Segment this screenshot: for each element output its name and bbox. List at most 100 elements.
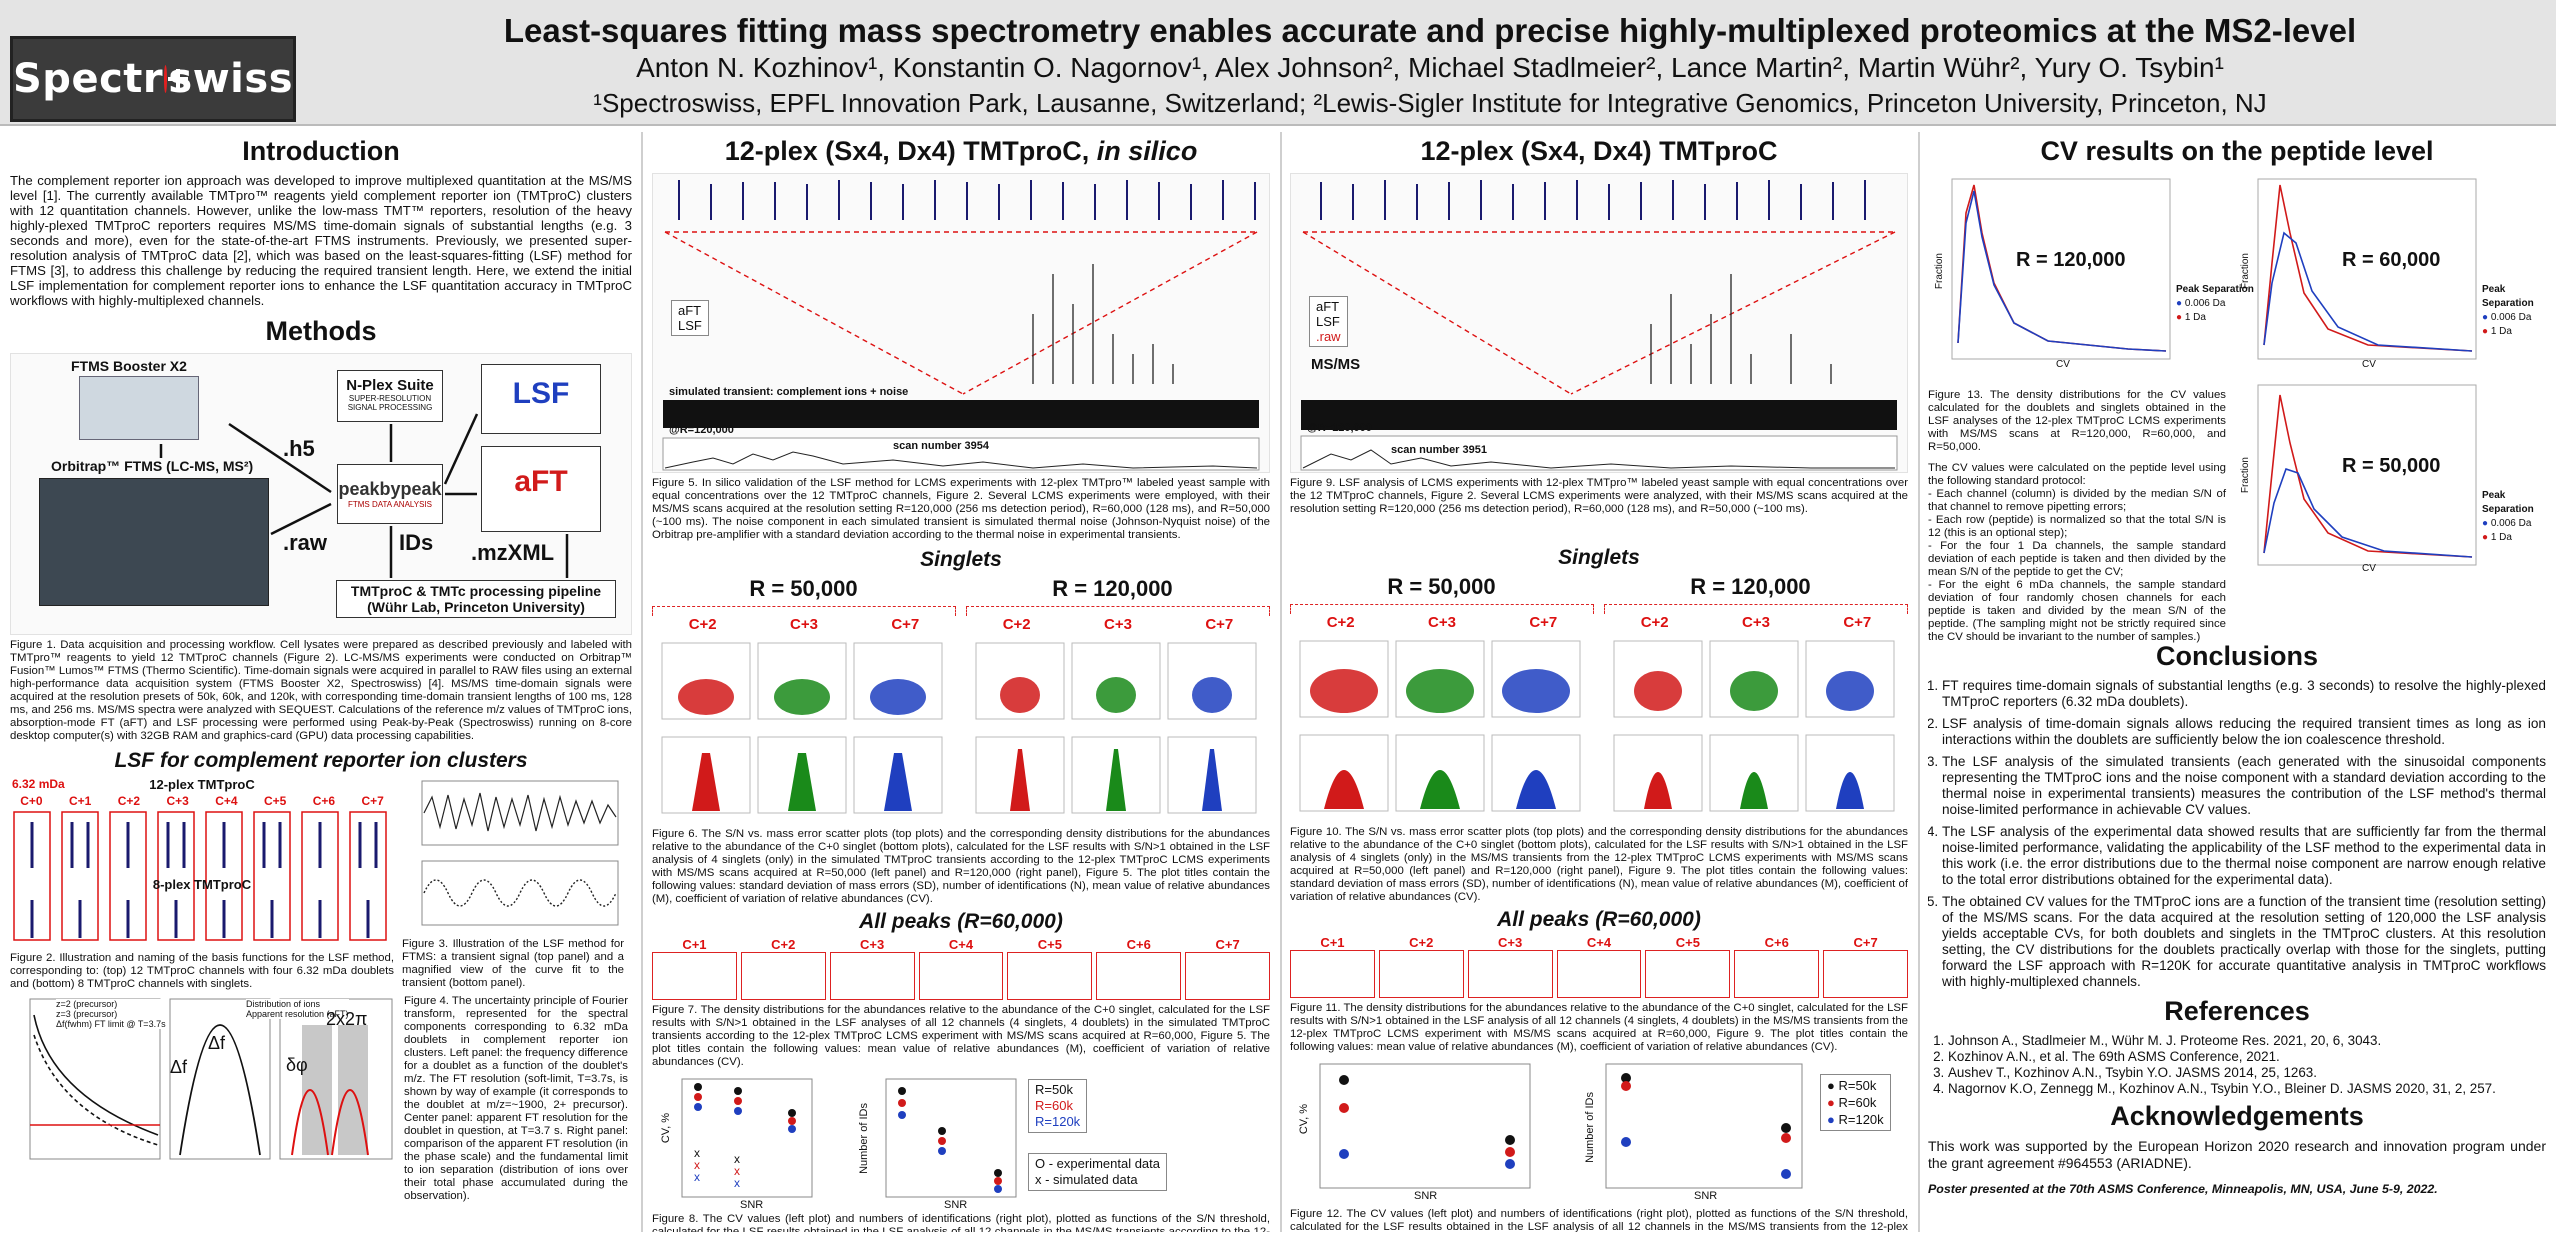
legend-dot: ●: [2482, 312, 2489, 323]
all-peaks-panel: C+5: [1007, 937, 1093, 1000]
fig8-xlabel-left: SNR: [740, 1199, 764, 1211]
fig8-ylabel-left: CV, %: [660, 1113, 672, 1144]
channel-label: C+0: [20, 794, 43, 808]
protocol-item: - For the four 1 Da channels, the sample…: [1928, 540, 2226, 578]
bracket-right: [1604, 604, 1908, 614]
all-peaks-panel: C+1: [1290, 935, 1375, 998]
workflow-arrows: [159, 413, 569, 578]
all-peaks-panel: C+7: [1185, 937, 1270, 1000]
mda-label: 6.32 mDa: [12, 777, 65, 791]
poster-title: Least-squares fitting mass spectrometry …: [503, 12, 2357, 49]
legend-item-lsf: LSF: [678, 318, 702, 333]
all-peaks-panel: C+3: [1467, 935, 1553, 998]
scan-label: scan number 3951: [1391, 444, 1487, 456]
singlets-scatter-density-right: [975, 642, 1257, 814]
delta-fwhm-label: Δf: [170, 1057, 188, 1077]
transient-label: simulated transient: complement ions + n…: [669, 386, 909, 398]
all-peaks-panel: C+4: [1556, 935, 1642, 998]
column-in-silico: 12-plex (Sx4, Dx4) TMTproC, in silico: [652, 132, 1270, 1232]
legend-item: ● 0.006 Da: [2482, 311, 2546, 325]
singlets-panel-right: C+2 C+3 C+7: [966, 606, 1270, 828]
peakbypeak-box: peakbypeak FTMS DATA ANALYSIS: [337, 464, 443, 524]
references-list: Johnson A., Stadlmeier M., Wühr M. J. Pr…: [1928, 1033, 2546, 1097]
legend-dot: ●: [1827, 1112, 1835, 1127]
all-peaks-panel: C+6: [1096, 937, 1182, 1000]
lsf-stack: LSF: [481, 364, 601, 434]
fig12-xlabel-right: SNR: [1694, 1190, 1718, 1202]
column-divider: [1280, 132, 1282, 1232]
orbitrap-photo: [39, 478, 269, 606]
figure12-caption: Figure 12. The CV values (left plot) and…: [1290, 1208, 1908, 1232]
figure10-caption: Figure 10. The S/N vs. mass error scatte…: [1290, 826, 1908, 903]
channel-label: C+7: [1853, 935, 1878, 950]
scan-label: scan number 3954: [893, 440, 989, 452]
cv-results-heading: CV results on the peptide level: [2040, 136, 2434, 166]
reference-item: Aushev T., Kozhinov A.N., Tsybin Y.O. JA…: [1948, 1065, 2546, 1081]
resolution-right: R = 120,000: [1690, 574, 1811, 599]
legend-item: ● 1 Da: [2482, 531, 2546, 545]
resolution-label: @R=120,000: [1307, 422, 1372, 434]
legend-dot: ●: [2176, 312, 2183, 323]
reference-item: Kozhinov A.N., et al. The 69th ASMS Conf…: [1948, 1049, 2546, 1065]
reference-item: Johnson A., Stadlmeier M., Wühr M. J. Pr…: [1948, 1033, 2546, 1049]
cv-ids-experimental: [1319, 1063, 1803, 1189]
legend-item-label: 1 Da: [2490, 326, 2512, 337]
resolution-label: @R=120,000: [669, 424, 734, 436]
poster-authors: Anton N. Kozhinov¹, Konstantin O. Nagorn…: [636, 52, 2224, 83]
all-peaks-heading: All peaks (R=60,000): [1497, 908, 1701, 931]
channel-label: C+2: [117, 794, 141, 808]
conclusion-item: The obtained CV values for the TMTproC i…: [1942, 894, 2546, 990]
peakbypeak-sub: FTMS DATA ANALYSIS: [347, 500, 433, 509]
figure4-caption: Figure 4. The uncertainty principle of F…: [404, 995, 628, 1202]
channel-label: C+4: [948, 937, 974, 952]
channel-label: C+2: [1002, 616, 1031, 633]
orbitrap-label: Orbitrap™ FTMS (LC-MS, MS²): [51, 458, 254, 474]
figure11-caption: Figure 11. The density distributions for…: [1290, 1002, 1908, 1053]
legend-item-label: 0.006 Da: [2184, 298, 2226, 309]
figure9-caption: Figure 9. LSF analysis of LCMS experimen…: [1290, 477, 1908, 515]
delta-phi-label: δφ: [286, 1055, 308, 1075]
poster-header: Spectr swiss Least-squares fitting mass s…: [0, 0, 2556, 126]
conclusions-list: FT requires time-domain signals of subst…: [1928, 678, 2546, 990]
legend-item-aft: aFT: [1316, 299, 1340, 314]
channel-label: C+7: [1215, 937, 1240, 952]
resolution-left: R = 50,000: [749, 576, 858, 601]
column-divider: [1918, 132, 1920, 1232]
basis-functions-plot: [13, 811, 387, 941]
figure3: Figure 3. Illustration of the LSF method…: [402, 777, 624, 991]
channel-label: C+5: [263, 794, 287, 808]
figure7-caption: Figure 7. The density distributions for …: [652, 1004, 1270, 1068]
legend-dot: ●: [2482, 532, 2489, 543]
figure12-plots: CV, % Number of IDs SNR SNR ● R=50k ● R=…: [1290, 1058, 1908, 1208]
channel-label: C+1: [68, 794, 92, 808]
legend-item-label: 0.006 Da: [2490, 518, 2532, 529]
figure4-legend-2: Distribution of ions Apparent resolution…: [246, 999, 349, 1019]
channel-label: C+3: [1498, 935, 1523, 950]
conclusion-item: LSF analysis of time-domain signals allo…: [1942, 716, 2546, 748]
channel-label: C+1: [1320, 935, 1345, 950]
legend-item: Apparent resolution (aFT): [246, 1009, 349, 1019]
legend-title: Peak Separation: [2176, 284, 2254, 295]
experimental-spectrum-plot: [1300, 180, 1898, 471]
workflow-figure: FTMS Booster X2 Orbitrap™ FTMS (LC-MS, M…: [10, 353, 632, 635]
intro-text: The complement reporter ion approach was…: [10, 173, 632, 308]
channel-label: C+4: [1586, 935, 1612, 950]
delta-mda-label: Δf: [208, 1033, 226, 1053]
all-peaks-panel: C+2: [740, 937, 826, 1000]
all-peaks-panel: C+3: [829, 937, 915, 1000]
all-peaks-row: C+1 C+2 C+3 C+4 C+5 C+6 C+7: [652, 937, 1270, 1000]
cv-xlabel: CV: [2362, 359, 2376, 370]
figure13-text-block: Figure 13. The density distributions for…: [1928, 389, 2226, 644]
channel-label: C+2: [771, 937, 796, 952]
svg-text:x: x: [694, 1158, 700, 1172]
aft-stack: aFT: [481, 446, 601, 532]
singlets-resolution-row: R = 50,000 R = 120,000: [1290, 574, 1908, 600]
bracket-left: [652, 606, 956, 616]
figure2: 6.32 mDa 12-plex TMTproC C+0 C+1 C+2 C+3…: [10, 777, 394, 991]
resolution-right: R = 120,000: [1052, 576, 1173, 601]
channel-label: C+3: [1104, 616, 1132, 633]
singlets-panel-left: C+2 C+3 C+7: [1290, 604, 1594, 826]
all-peaks-panel: C+6: [1734, 935, 1820, 998]
legend-item-label: R=60k: [1838, 1095, 1877, 1110]
pipeline-box: TMTproC & TMTc processing pipeline (Wühr…: [336, 580, 616, 618]
